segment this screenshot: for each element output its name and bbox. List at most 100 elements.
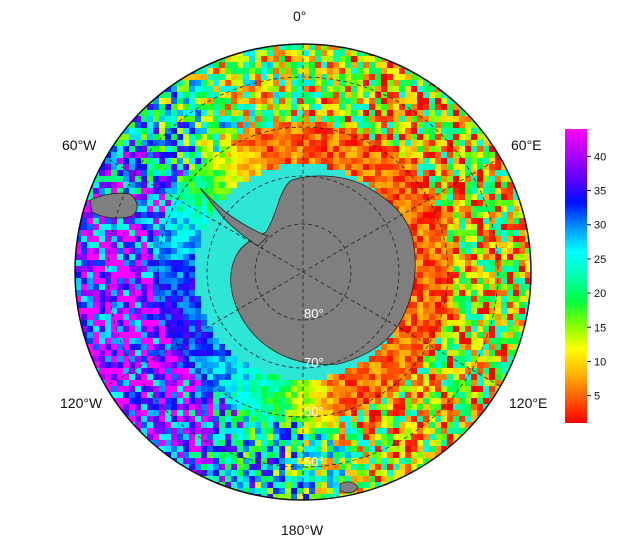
grid-cell bbox=[141, 140, 148, 147]
grid-cell bbox=[117, 284, 124, 291]
grid-cell bbox=[435, 326, 442, 333]
grid-cell bbox=[231, 320, 238, 327]
grid-cell bbox=[429, 374, 436, 381]
grid-cell bbox=[387, 146, 394, 153]
grid-cell bbox=[225, 314, 232, 321]
grid-cell bbox=[435, 206, 442, 213]
grid-cell bbox=[147, 110, 154, 117]
grid-cell bbox=[267, 86, 274, 93]
grid-cell bbox=[333, 434, 340, 441]
grid-cell bbox=[381, 80, 388, 87]
grid-cell bbox=[171, 212, 178, 219]
grid-cell bbox=[351, 452, 358, 459]
grid-cell bbox=[489, 302, 496, 309]
grid-cell bbox=[345, 476, 352, 483]
grid-cell bbox=[111, 188, 118, 195]
grid-cell bbox=[417, 80, 424, 87]
grid-cell bbox=[369, 56, 376, 63]
grid-cell bbox=[465, 254, 472, 261]
grid-cell bbox=[471, 152, 478, 159]
grid-cell bbox=[93, 212, 100, 219]
grid-cell bbox=[279, 98, 286, 105]
grid-cell bbox=[231, 332, 238, 339]
grid-cell bbox=[141, 428, 148, 435]
grid-cell bbox=[135, 134, 142, 141]
grid-cell bbox=[267, 422, 274, 429]
grid-cell bbox=[195, 86, 202, 93]
grid-cell bbox=[375, 116, 382, 123]
grid-cell bbox=[75, 242, 82, 249]
grid-cell bbox=[123, 248, 130, 255]
grid-cell bbox=[183, 320, 190, 327]
grid-cell bbox=[519, 218, 526, 225]
grid-cell bbox=[219, 110, 226, 117]
grid-cell bbox=[207, 92, 214, 99]
grid-cell bbox=[513, 302, 520, 309]
grid-cell bbox=[123, 398, 130, 405]
grid-cell bbox=[135, 278, 142, 285]
grid-cell bbox=[471, 386, 478, 393]
grid-cell bbox=[105, 224, 112, 231]
grid-cell bbox=[231, 308, 238, 315]
grid-cell bbox=[213, 338, 220, 345]
grid-cell bbox=[219, 218, 226, 225]
grid-cell bbox=[291, 374, 298, 381]
grid-cell bbox=[333, 446, 340, 453]
grid-cell bbox=[255, 434, 262, 441]
grid-cell bbox=[453, 134, 460, 141]
grid-cell bbox=[201, 266, 208, 273]
grid-cell bbox=[207, 464, 214, 471]
grid-cell bbox=[339, 104, 346, 111]
grid-cell bbox=[279, 86, 286, 93]
grid-cell bbox=[351, 434, 358, 441]
grid-cell bbox=[141, 218, 148, 225]
grid-cell bbox=[237, 134, 244, 141]
grid-cell bbox=[447, 110, 454, 117]
grid-cell bbox=[129, 128, 136, 135]
grid-cell bbox=[207, 314, 214, 321]
grid-cell bbox=[357, 62, 364, 69]
grid-cell bbox=[423, 92, 430, 99]
grid-cell bbox=[429, 92, 436, 99]
grid-cell bbox=[135, 212, 142, 219]
grid-cell bbox=[423, 296, 430, 303]
grid-cell bbox=[261, 188, 268, 195]
grid-cell bbox=[375, 386, 382, 393]
grid-cell bbox=[453, 332, 460, 339]
grid-cell bbox=[207, 248, 214, 255]
grid-cell bbox=[99, 368, 106, 375]
grid-cell bbox=[189, 152, 196, 159]
grid-cell bbox=[423, 122, 430, 129]
grid-cell bbox=[117, 350, 124, 357]
grid-cell bbox=[153, 254, 160, 261]
grid-cell bbox=[195, 236, 202, 243]
map-border bbox=[74, 43, 532, 501]
grid-cell bbox=[345, 56, 352, 63]
grid-cell bbox=[495, 164, 502, 171]
grid-cell bbox=[525, 296, 531, 303]
grid-cell bbox=[159, 350, 166, 357]
grid-cell bbox=[255, 170, 262, 177]
grid-cell bbox=[423, 398, 430, 405]
grid-cell bbox=[339, 146, 346, 153]
grid-cell bbox=[231, 374, 238, 381]
grid-cell bbox=[147, 248, 154, 255]
grid-cell bbox=[309, 92, 316, 99]
grid-cell bbox=[387, 74, 394, 81]
grid-cell bbox=[279, 80, 286, 87]
grid-cell bbox=[489, 248, 496, 255]
grid-cell bbox=[417, 272, 424, 279]
grid-cell bbox=[249, 80, 256, 87]
grid-cell bbox=[363, 356, 370, 363]
grid-cell bbox=[99, 374, 106, 381]
grid-cell bbox=[387, 104, 394, 111]
grid-cell bbox=[255, 482, 262, 489]
grid-cell bbox=[351, 128, 358, 135]
grid-cell bbox=[423, 248, 430, 255]
grid-cell bbox=[231, 146, 238, 153]
grid-cell bbox=[273, 116, 280, 123]
grid-cell bbox=[441, 338, 448, 345]
grid-cell bbox=[345, 170, 352, 177]
grid-cell bbox=[453, 272, 460, 279]
grid-cell bbox=[189, 260, 196, 267]
